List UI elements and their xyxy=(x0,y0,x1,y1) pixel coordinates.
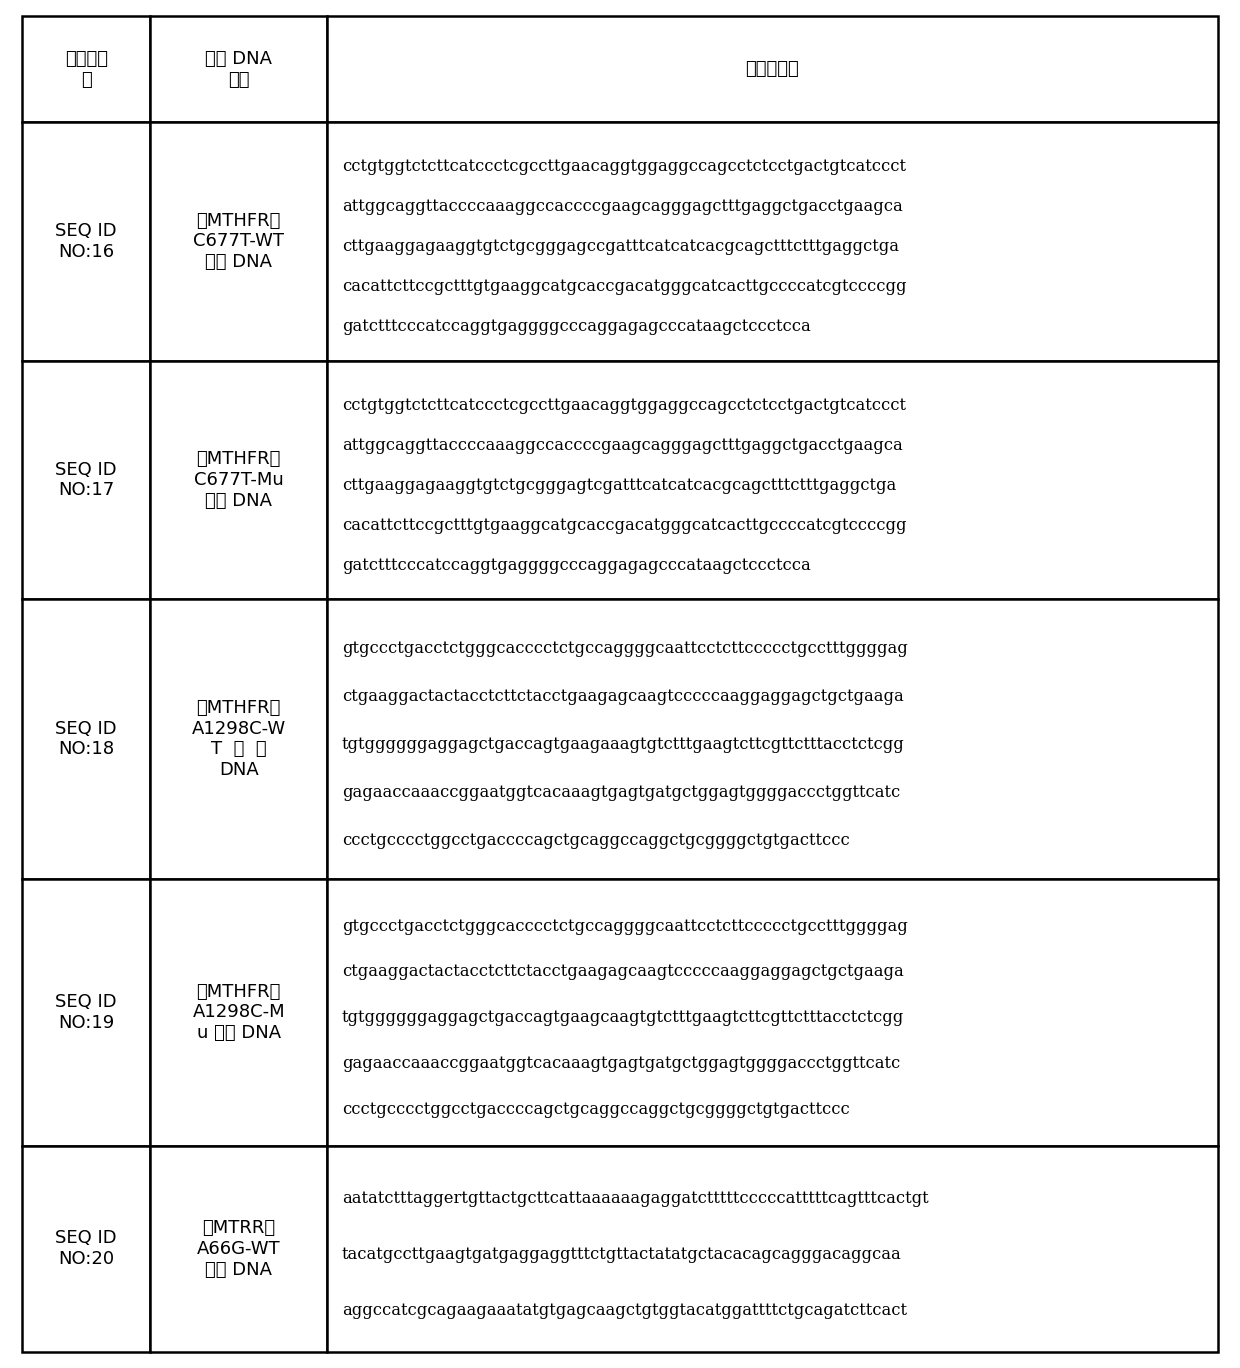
Text: cttgaaggagaaggtgtctgcgggagtcgatttcatcatcacgcagctttctttgaggctga: cttgaaggagaaggtgtctgcgggagtcgatttcatcatc… xyxy=(342,477,897,494)
Text: 质粒 DNA
名称: 质粒 DNA 名称 xyxy=(205,49,273,89)
Text: （MTHFR）
A1298C-M
u 质粒 DNA: （MTHFR） A1298C-M u 质粒 DNA xyxy=(192,982,285,1042)
Text: SEQ ID
NO:16: SEQ ID NO:16 xyxy=(56,222,117,261)
Text: attggcaggttaccccaaaggccaccccgaagcagggagctttgaggctgacctgaagca: attggcaggttaccccaaaggccaccccgaagcagggagc… xyxy=(342,436,903,454)
Text: cacattcttccgctttgtgaaggcatgcaccgacatgggcatcacttgccccatcgtccccgg: cacattcttccgctttgtgaaggcatgcaccgacatgggc… xyxy=(342,517,906,534)
Bar xyxy=(327,878,1218,1146)
Bar xyxy=(327,599,1218,878)
Bar xyxy=(22,878,150,1146)
Bar xyxy=(327,1146,1218,1352)
Text: cctgtggtctcttcatccctcgccttgaacaggtggaggccagcctctcctgactgtcatccct: cctgtggtctcttcatccctcgccttgaacaggtggaggc… xyxy=(342,159,906,175)
Bar xyxy=(150,16,327,122)
Text: 核苷酸序列: 核苷酸序列 xyxy=(745,60,800,78)
Text: aggccatcgcagaagaaatatgtgagcaagctgtggtacatggattttctgcagatcttcact: aggccatcgcagaagaaatatgtgagcaagctgtggtaca… xyxy=(342,1301,906,1319)
Text: （MTRR）
A66G-WT
质粒 DNA: （MTRR） A66G-WT 质粒 DNA xyxy=(197,1219,280,1279)
Text: cctgtggtctcttcatccctcgccttgaacaggtggaggccagcctctcctgactgtcatccct: cctgtggtctcttcatccctcgccttgaacaggtggaggc… xyxy=(342,397,906,415)
Text: （MTHFR）
C677T-Mu
质粒 DNA: （MTHFR） C677T-Mu 质粒 DNA xyxy=(193,450,284,510)
Bar xyxy=(22,122,150,361)
Text: ccctgcccctggcctgaccccagctgcaggccaggctgcggggctgtgacttccc: ccctgcccctggcctgaccccagctgcaggccaggctgcg… xyxy=(342,1101,849,1118)
Text: aatatctttaggertgttactgcttcattaaaaaagaggatctttttcccccatttttcagtttcactgt: aatatctttaggertgttactgcttcattaaaaaagagga… xyxy=(342,1190,929,1207)
Text: tacatgccttgaagtgatgaggaggtttctgttactatatgctacacagcagggacaggcaa: tacatgccttgaagtgatgaggaggtttctgttactatat… xyxy=(342,1246,901,1263)
Text: gtgccctgacctctgggcacccctctgccaggggcaattcctcttccccctgcctttggggag: gtgccctgacctctgggcacccctctgccaggggcaattc… xyxy=(342,918,908,934)
Text: （MTHFR）
A1298C-W
T  质  粒
DNA: （MTHFR） A1298C-W T 质 粒 DNA xyxy=(192,699,285,780)
Text: 核苷酸序
号: 核苷酸序 号 xyxy=(64,49,108,89)
Bar xyxy=(327,361,1218,599)
Bar xyxy=(22,599,150,878)
Text: gatctttcccatccaggtgaggggcccaggagagcccataagctccctcca: gatctttcccatccaggtgaggggcccaggagagcccata… xyxy=(342,319,811,335)
Text: tgtggggggaggagctgaccagtgaagcaagtgtctttgaagtcttcgttctttacctctcgg: tgtggggggaggagctgaccagtgaagcaagtgtctttga… xyxy=(342,1010,904,1026)
Bar xyxy=(150,599,327,878)
Bar xyxy=(150,361,327,599)
Bar xyxy=(22,16,150,122)
Text: （MTHFR）
C677T-WT
质粒 DNA: （MTHFR） C677T-WT 质粒 DNA xyxy=(193,212,284,271)
Bar xyxy=(327,16,1218,122)
Text: attggcaggttaccccaaaggccaccccgaagcagggagctttgaggctgacctgaagca: attggcaggttaccccaaaggccaccccgaagcagggagc… xyxy=(342,198,903,215)
Bar xyxy=(327,122,1218,361)
Text: gtgccctgacctctgggcacccctctgccaggggcaattcctcttccccctgcctttggggag: gtgccctgacctctgggcacccctctgccaggggcaattc… xyxy=(342,640,908,657)
Bar xyxy=(22,1146,150,1352)
Bar xyxy=(22,361,150,599)
Bar xyxy=(150,122,327,361)
Bar xyxy=(150,1146,327,1352)
Text: SEQ ID
NO:17: SEQ ID NO:17 xyxy=(56,461,117,499)
Text: gatctttcccatccaggtgaggggcccaggagagcccataagctccctcca: gatctttcccatccaggtgaggggcccaggagagcccata… xyxy=(342,557,811,575)
Bar xyxy=(150,878,327,1146)
Text: SEQ ID
NO:18: SEQ ID NO:18 xyxy=(56,720,117,758)
Text: SEQ ID
NO:19: SEQ ID NO:19 xyxy=(56,993,117,1031)
Text: tgtggggggaggagctgaccagtgaagaaagtgtctttgaagtcttcgttctttacctctcgg: tgtggggggaggagctgaccagtgaagaaagtgtctttga… xyxy=(342,736,905,752)
Text: ctgaaggactactacctcttctacctgaagagcaagtcccccaaggaggagctgctgaaga: ctgaaggactactacctcttctacctgaagagcaagtccc… xyxy=(342,963,904,981)
Text: gagaaccaaaccggaatggtcacaaagtgagtgatgctggagtggggaccctggttcatc: gagaaccaaaccggaatggtcacaaagtgagtgatgctgg… xyxy=(342,784,900,802)
Text: gagaaccaaaccggaatggtcacaaagtgagtgatgctggagtggggaccctggttcatc: gagaaccaaaccggaatggtcacaaagtgagtgatgctgg… xyxy=(342,1055,900,1073)
Text: ctgaaggactactacctcttctacctgaagagcaagtcccccaaggaggagctgctgaaga: ctgaaggactactacctcttctacctgaagagcaagtccc… xyxy=(342,688,904,705)
Text: SEQ ID
NO:20: SEQ ID NO:20 xyxy=(56,1230,117,1268)
Text: cacattcttccgctttgtgaaggcatgcaccgacatgggcatcacttgccccatcgtccccgg: cacattcttccgctttgtgaaggcatgcaccgacatgggc… xyxy=(342,279,906,295)
Text: ccctgcccctggcctgaccccagctgcaggccaggctgcggggctgtgacttccc: ccctgcccctggcctgaccccagctgcaggccaggctgcg… xyxy=(342,832,849,850)
Text: cttgaaggagaaggtgtctgcgggagccgatttcatcatcacgcagctttctttgaggctga: cttgaaggagaaggtgtctgcgggagccgatttcatcatc… xyxy=(342,238,899,256)
